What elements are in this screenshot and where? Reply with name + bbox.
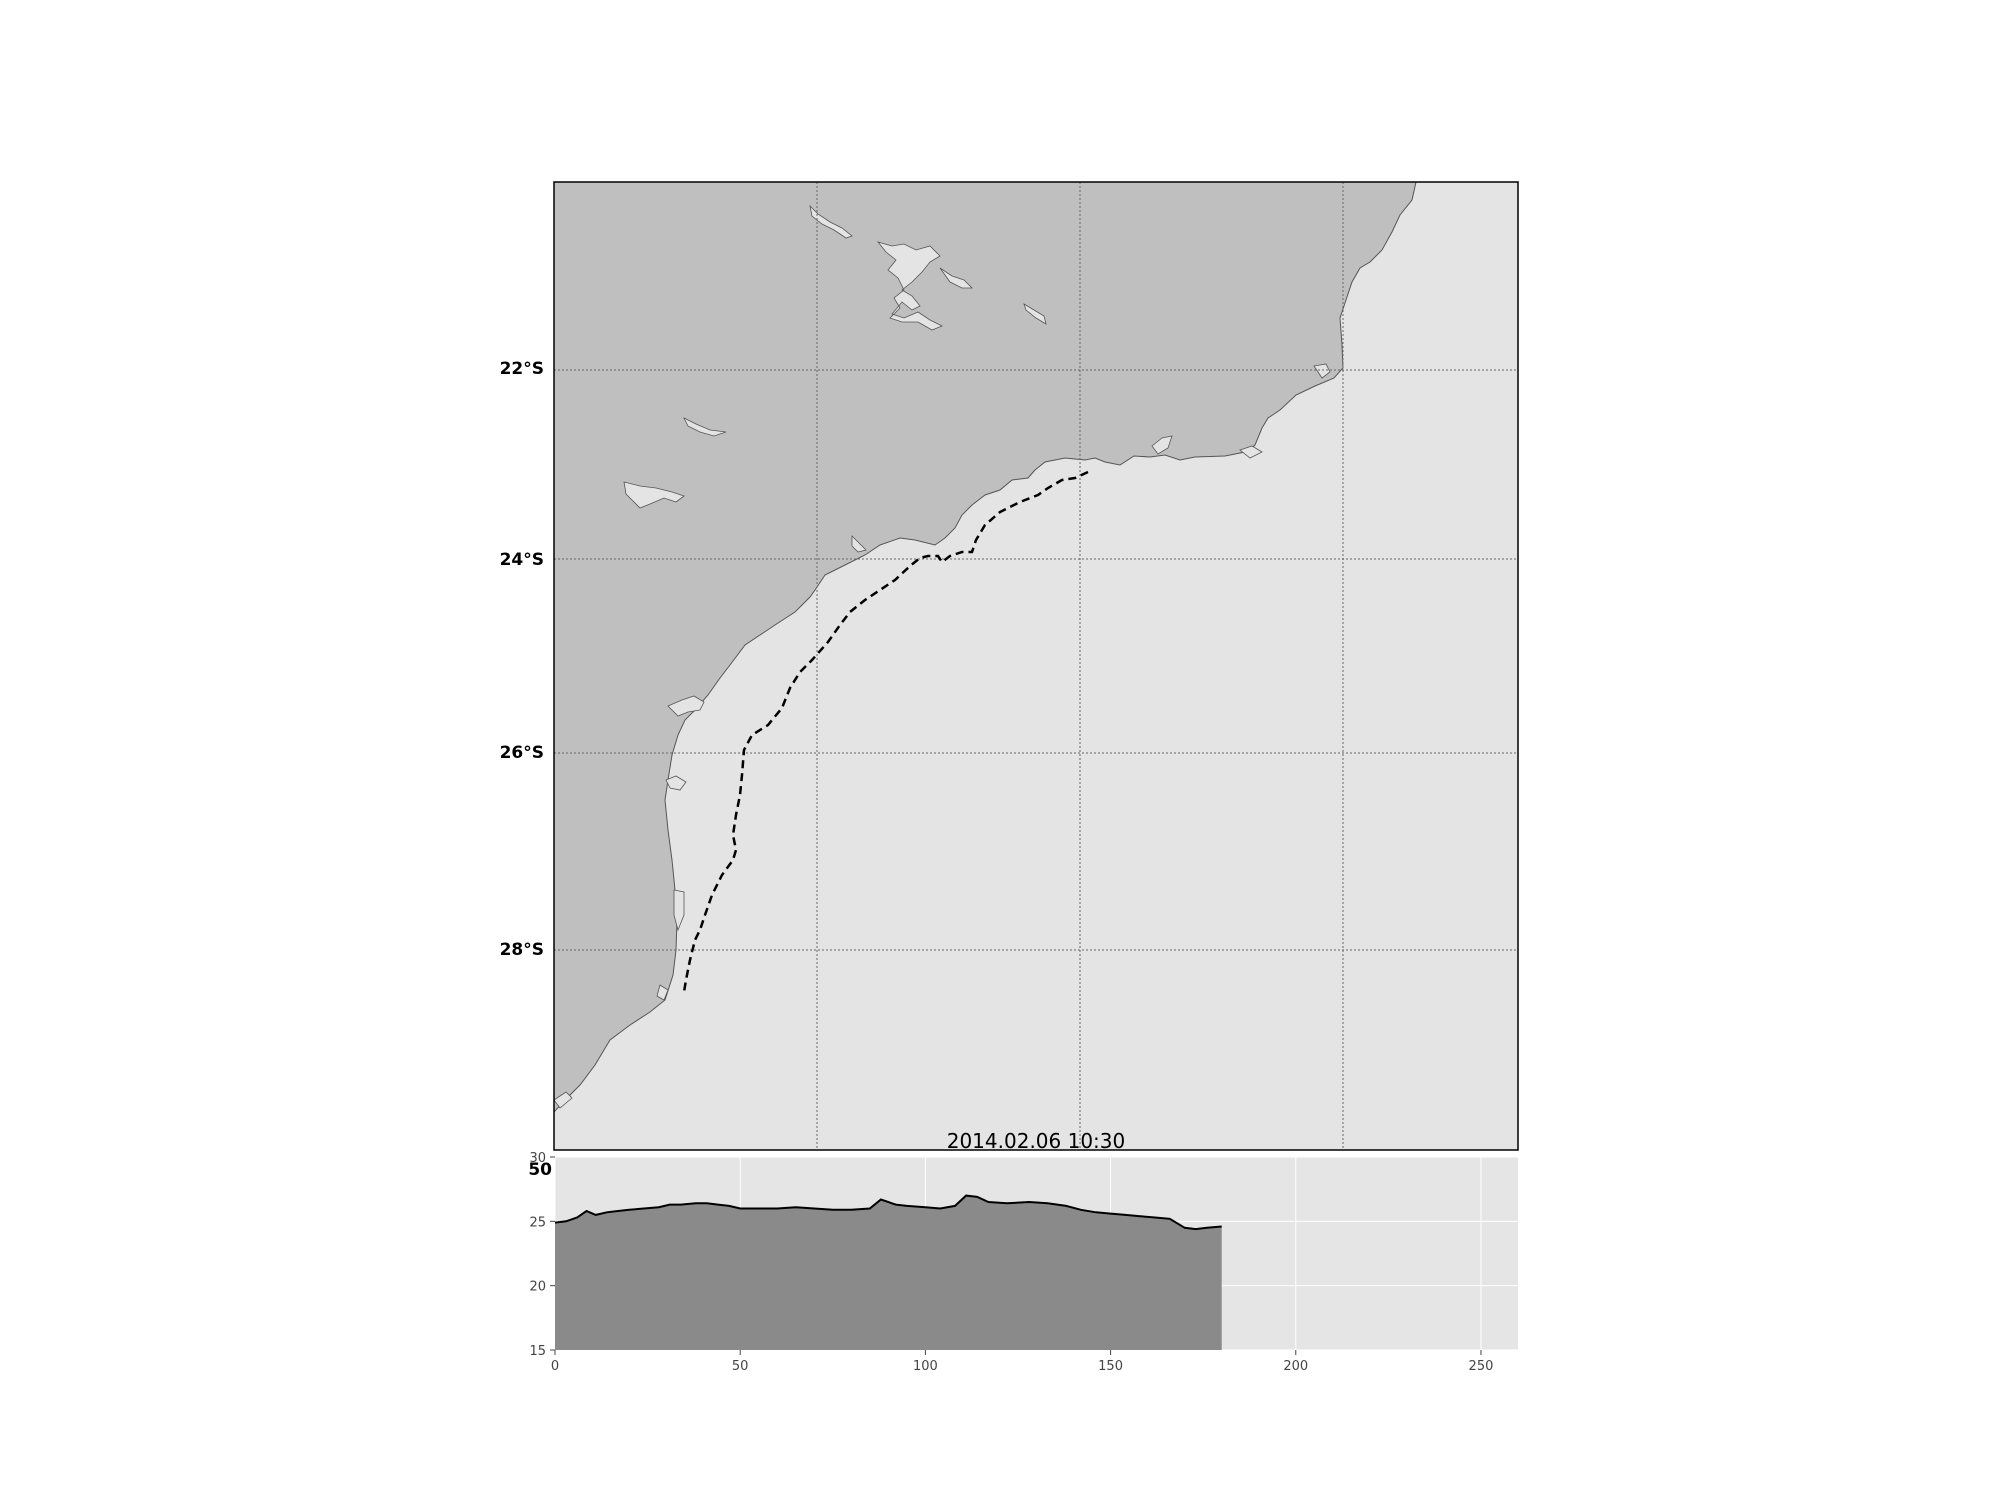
x-tick-label: 50: [732, 1359, 749, 1374]
lake: [851, 535, 867, 553]
island-bay: [1151, 435, 1173, 455]
chart-top-label: 50: [528, 1160, 552, 1180]
x-tick-label: 200: [1283, 1359, 1308, 1374]
x-tick-label: 150: [1098, 1359, 1123, 1374]
lat-label-22: 22°S: [500, 359, 544, 379]
profile-chart: 0 50 100 150 200 250 15 20 25 30: [529, 1151, 1518, 1374]
lake: [939, 267, 973, 289]
ship-track: [682, 470, 1089, 993]
y-tick-label: 15: [529, 1344, 546, 1359]
lake: [876, 241, 943, 331]
island-bay: [1313, 363, 1331, 379]
chart-ticks: 0 50 100 150 200 250 15 20 25 30: [529, 1151, 1493, 1374]
x-tick-label: 100: [913, 1359, 938, 1374]
depth-area: [555, 1195, 1222, 1350]
y-tick-label: 20: [529, 1280, 546, 1295]
profile-line: [554, 1194, 1222, 1231]
bay: [665, 775, 687, 791]
y-tick-label: 25: [529, 1215, 546, 1230]
island-bay: [1239, 445, 1263, 459]
land-mass: [554, 182, 1417, 1113]
graticule: [554, 182, 1518, 1150]
bay: [656, 984, 669, 1001]
x-tick-label: 0: [551, 1359, 559, 1374]
lat-label-26: 26°S: [500, 743, 544, 763]
lake: [623, 481, 685, 509]
lake: [1023, 303, 1047, 325]
y-tick-label: 30: [529, 1151, 546, 1166]
inland-water: [554, 204, 1331, 1109]
lat-label-28: 28°S: [500, 940, 544, 960]
bay: [667, 695, 705, 717]
lake: [683, 417, 727, 437]
bay: [673, 889, 685, 932]
bay: [554, 1091, 573, 1109]
x-tick-label: 250: [1469, 1359, 1494, 1374]
map-frame: [553, 181, 1519, 1151]
chart-title: 2014.02.06 10:30: [947, 1129, 1126, 1153]
map-content: [554, 182, 1417, 1113]
lat-label-24: 24°S: [500, 550, 544, 570]
map-panel: 22°S 24°S 26°S 28°S: [500, 181, 1519, 1151]
